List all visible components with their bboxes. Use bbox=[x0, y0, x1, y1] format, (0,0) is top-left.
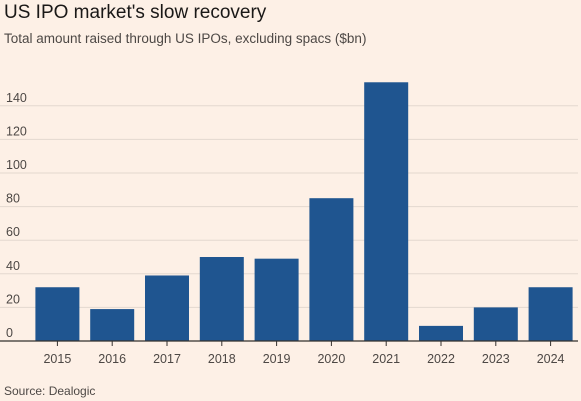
y-axis-ticks: 0 20 40 60 80 100 120 140 bbox=[6, 91, 27, 340]
x-tick-label: 2021 bbox=[372, 352, 400, 366]
y-tick-label: 60 bbox=[6, 225, 20, 239]
chart-title: US IPO market's slow recovery bbox=[4, 2, 267, 23]
y-tick-label: 80 bbox=[6, 192, 20, 206]
bar-2024 bbox=[528, 287, 573, 341]
bar-2022 bbox=[419, 325, 463, 341]
y-tick-label: 0 bbox=[6, 326, 13, 340]
x-tick-label: 2018 bbox=[208, 352, 236, 366]
y-tick-label: 20 bbox=[6, 292, 20, 306]
chart-subtitle: Total amount raised through US IPOs, exc… bbox=[4, 31, 367, 46]
bar-2018 bbox=[199, 257, 244, 341]
bars bbox=[35, 82, 573, 341]
x-axis-ticks: 2015 2016 2017 2018 2019 2020 2021 2022 2023 2024 bbox=[0, 340, 578, 366]
bar-2019 bbox=[254, 258, 299, 341]
bar-2020 bbox=[309, 198, 354, 341]
x-tick-label: 2022 bbox=[427, 352, 455, 366]
y-tick-label: 120 bbox=[6, 124, 27, 138]
x-tick-label: 2019 bbox=[263, 352, 291, 366]
x-tick-label: 2020 bbox=[317, 352, 345, 366]
x-tick-label: 2016 bbox=[98, 352, 126, 366]
y-tick-label: 100 bbox=[6, 158, 27, 172]
bar-2016 bbox=[90, 309, 135, 341]
x-tick-label: 2023 bbox=[482, 352, 510, 366]
x-tick-label: 2015 bbox=[43, 352, 71, 366]
source-note: Source: Dealogic bbox=[4, 384, 96, 398]
bar-2017 bbox=[145, 275, 189, 341]
x-tick-label: 2024 bbox=[537, 352, 565, 366]
bar-2023 bbox=[473, 307, 518, 341]
y-tick-label: 40 bbox=[6, 259, 20, 273]
bar-2015 bbox=[35, 287, 80, 341]
x-tick-label: 2017 bbox=[153, 352, 181, 366]
bar-2021 bbox=[364, 82, 409, 341]
y-tick-label: 140 bbox=[6, 91, 27, 105]
